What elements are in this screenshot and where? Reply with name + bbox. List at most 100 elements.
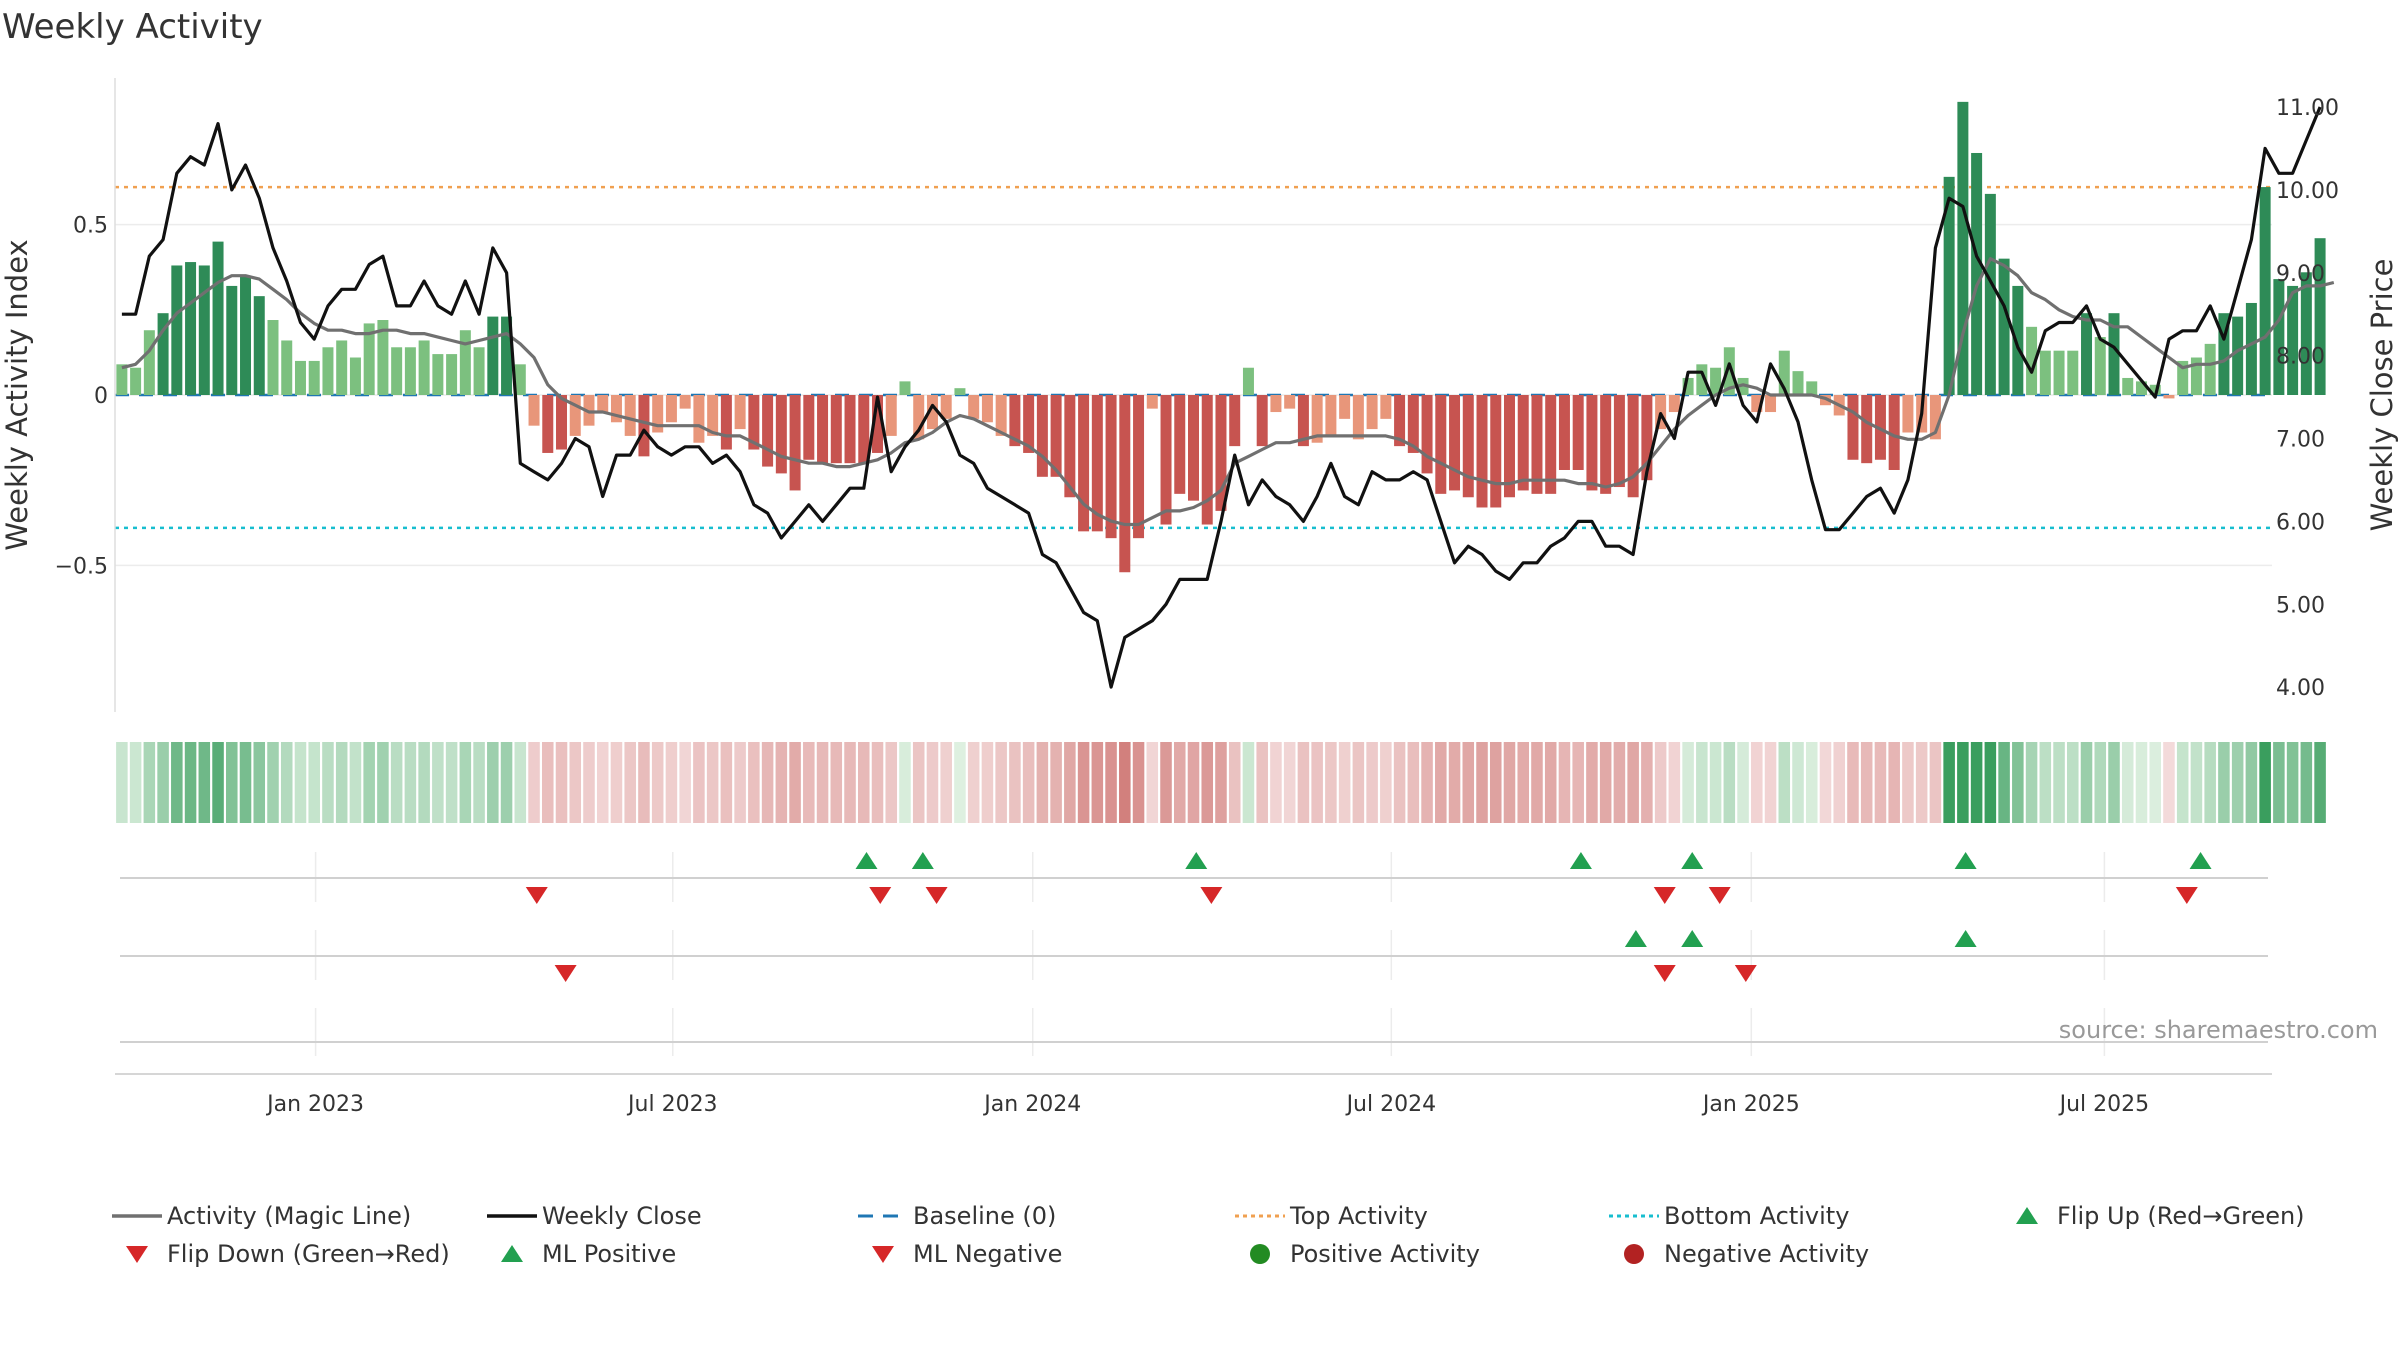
activity-bar xyxy=(1902,395,1914,433)
heat-strip-cell xyxy=(761,742,774,823)
magic-line xyxy=(121,257,2335,527)
heat-strip-cell xyxy=(885,742,898,823)
legend-swatch xyxy=(1624,1244,1644,1264)
activity-bar xyxy=(1984,193,1996,395)
heat-strip-cell xyxy=(2053,742,2065,823)
activity-bar xyxy=(885,395,897,436)
activity-bar xyxy=(693,395,705,443)
activity-bar xyxy=(569,395,581,436)
activity-bar xyxy=(2287,285,2299,395)
activity-bar xyxy=(1284,395,1296,409)
axes: 0.5 0 −0.5 11.00 10.00 9.00 8.00 7.00 6.00 5.00 4.… xyxy=(0,78,2399,712)
activity-bar xyxy=(899,381,911,395)
legend-label: Top Activity xyxy=(1289,1202,1428,1230)
activity-bar xyxy=(2314,238,2326,395)
heat-strip-cell xyxy=(2012,742,2024,823)
activity-bar xyxy=(1682,377,1694,395)
activity-bar xyxy=(157,313,169,395)
activity-bar xyxy=(253,296,265,395)
heat-strip-cell xyxy=(1146,742,1159,823)
heat-strip-cell xyxy=(1338,742,1351,823)
activity-bar xyxy=(226,285,238,395)
activity-bar xyxy=(1421,395,1433,474)
heat-strip-cell xyxy=(1970,742,1983,823)
y2-tick-label: 9.00 xyxy=(2276,262,2325,287)
heat-strip-cell xyxy=(514,742,527,823)
heat-strip-cell xyxy=(349,742,362,823)
activity-bar xyxy=(1339,395,1351,419)
activity-bar xyxy=(1888,395,1900,470)
heat-strip-cell xyxy=(1270,742,1282,823)
activity-bar xyxy=(2245,302,2257,395)
activity-bar xyxy=(1586,395,1598,491)
legend-swatch xyxy=(1250,1244,1270,1264)
heat-strip-cell xyxy=(679,742,691,823)
heat-strip-cell xyxy=(1022,742,1035,823)
legend-label: ML Negative xyxy=(913,1240,1062,1268)
activity-bar xyxy=(2026,326,2038,395)
heat-strip-cell xyxy=(844,742,856,823)
activity-bar xyxy=(377,320,389,395)
heat-strip-cell xyxy=(1915,742,1928,823)
heat-strip-cell xyxy=(1805,742,1818,823)
activity-bar xyxy=(2135,381,2147,395)
activity-bar xyxy=(830,395,842,464)
activity-bar xyxy=(872,395,884,453)
activity-bar xyxy=(775,395,787,474)
heat-strip-cell xyxy=(1819,742,1832,823)
activity-bar xyxy=(926,395,938,430)
heat-strip-cell xyxy=(2190,742,2203,823)
heat-strip-cell xyxy=(2245,742,2258,823)
heat-strip-cell xyxy=(1393,742,1406,823)
signal-down-marker xyxy=(869,887,892,904)
heat-strip-cell xyxy=(555,742,568,823)
heat-strip-cell xyxy=(720,742,733,823)
heat-strip-cell xyxy=(390,742,403,823)
heat-strip-cell xyxy=(459,742,472,823)
activity-bar xyxy=(1380,395,1392,419)
heat-strip-cell xyxy=(1119,742,1131,823)
heat-strip-cell xyxy=(2067,742,2079,823)
heat-strip-cell xyxy=(404,742,417,823)
heat-strip-cell xyxy=(638,742,650,823)
activity-bar xyxy=(336,340,348,395)
heat-strip-cell xyxy=(1778,742,1791,823)
heat-strip-cell xyxy=(1462,742,1475,823)
activity-bar xyxy=(1723,347,1735,395)
heat-strip-cell xyxy=(226,742,238,823)
heat-strip-cell xyxy=(857,742,870,823)
heat-strip-cell xyxy=(294,742,307,823)
heat-strip-cell xyxy=(1998,742,2010,823)
y2-tick-label: 10.00 xyxy=(2276,179,2339,204)
heat-strip-cell xyxy=(1709,742,1722,823)
heat-strip-cell xyxy=(116,742,128,823)
heat-strip-cell xyxy=(1173,742,1186,823)
legend-swatch xyxy=(126,1246,148,1263)
activity-bar xyxy=(1188,395,1199,501)
heat-strip-cell xyxy=(1366,742,1378,823)
heat-strip-cell xyxy=(1256,742,1268,823)
heat-strip-cell xyxy=(569,742,582,823)
heat-strip-cell xyxy=(129,742,142,823)
heat-strip-cell xyxy=(1036,742,1049,823)
heat-strip-cell xyxy=(596,742,609,823)
heat-strip-cell xyxy=(665,742,678,823)
signal-up-marker xyxy=(855,852,878,869)
activity-bar xyxy=(171,265,183,395)
heat-strip-cell xyxy=(363,742,375,823)
activity-bar xyxy=(1050,395,1062,477)
activity-bar xyxy=(2149,384,2161,395)
heat-strip-cell xyxy=(1325,742,1337,823)
heat-strip-cell xyxy=(1448,742,1461,823)
activity-bar xyxy=(542,395,554,453)
activity-bar xyxy=(2039,350,2051,395)
activity-bar xyxy=(652,395,664,433)
heat-strip-cell xyxy=(1064,742,1076,823)
heat-strip-cell xyxy=(1228,742,1241,823)
activity-bar xyxy=(1270,395,1282,413)
heat-strip-cell xyxy=(583,742,595,823)
signal-down-marker xyxy=(525,887,548,904)
signal-down-marker xyxy=(1653,965,1676,982)
legend-item: ML Negative xyxy=(872,1240,1062,1268)
activity-bar xyxy=(1119,395,1131,573)
